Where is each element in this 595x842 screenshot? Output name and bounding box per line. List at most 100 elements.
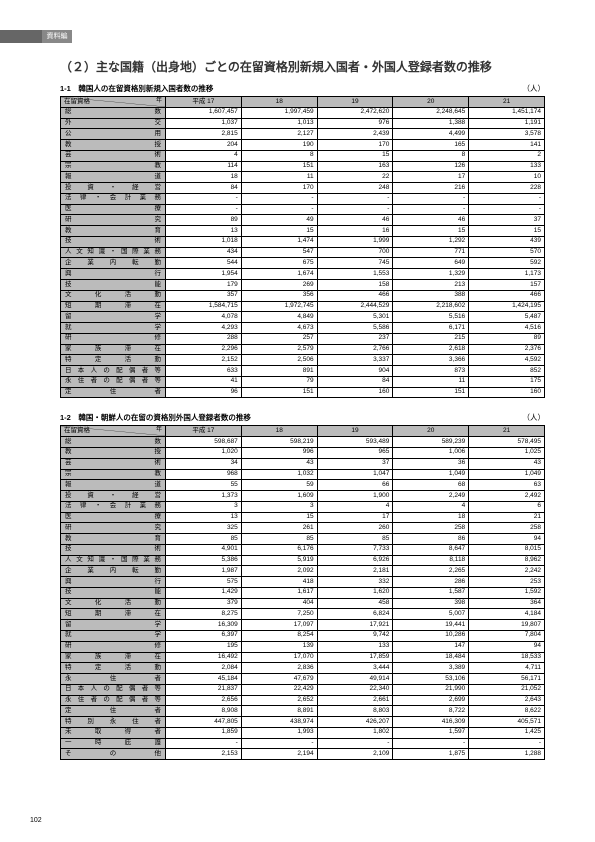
cell: 86 — [393, 534, 469, 545]
cell: 575 — [166, 577, 242, 588]
cell: 1,674 — [241, 269, 317, 280]
cell: 2,194 — [241, 749, 317, 760]
table-row: 家族滞在16,49217,07017,85918,48418,533 — [61, 652, 545, 663]
cell: 544 — [166, 258, 242, 269]
cell: 228 — [469, 183, 545, 194]
cell: 175 — [469, 376, 545, 387]
row-label: 日本人の配偶者等 — [61, 684, 166, 695]
cell: 1,049 — [469, 469, 545, 480]
cell: 2,153 — [166, 749, 242, 760]
col-header: 20 — [393, 97, 469, 108]
section-heading: （２）主な国籍（出身地）ごとの在留資格別新規入国者・外国人登録者数の推移 — [60, 58, 545, 75]
cell: 2,127 — [241, 129, 317, 140]
row-label: 外交 — [61, 118, 166, 129]
cell: 996 — [241, 447, 317, 458]
row-label: 就学 — [61, 323, 166, 334]
row-label: 教育 — [61, 226, 166, 237]
cell: - — [166, 738, 242, 749]
cell: 1,032 — [241, 469, 317, 480]
cell: 85 — [241, 534, 317, 545]
cell: 5,386 — [166, 555, 242, 566]
table1-heading: 1-1 韓国人の在留資格別新規入国者数の推移 （人） — [60, 83, 545, 94]
table-row: 研究325261260258258 — [61, 523, 545, 534]
table-row: 芸術3443373643 — [61, 458, 545, 469]
table1-title: 1-1 韓国人の在留資格別新規入国者数の推移 — [60, 84, 213, 93]
cell: - — [393, 738, 469, 749]
row-label: 特定活動 — [61, 355, 166, 366]
cell: 19,441 — [393, 620, 469, 631]
cell: 4,499 — [393, 129, 469, 140]
cell: - — [317, 193, 393, 204]
cell: 1,049 — [393, 469, 469, 480]
table-row: 投資・経営84170248216228 — [61, 183, 545, 194]
cell: 4,078 — [166, 312, 242, 323]
table-row: 教育8585858694 — [61, 534, 545, 545]
cell: 466 — [469, 290, 545, 301]
cell: 4,516 — [469, 323, 545, 334]
cell: 85 — [317, 534, 393, 545]
cell: 133 — [469, 161, 545, 172]
cell: 8,647 — [393, 544, 469, 555]
cell: 7,250 — [241, 609, 317, 620]
cell: 4,592 — [469, 355, 545, 366]
cell: 2,265 — [393, 566, 469, 577]
cell: 1,587 — [393, 587, 469, 598]
row-label: 定住者 — [61, 706, 166, 717]
cell: 84 — [317, 376, 393, 387]
table-row: 特別永住者447,805438,974426,207416,309405,571 — [61, 717, 545, 728]
table-row: 永住者の配偶者等41798411175 — [61, 376, 545, 387]
cell: 6,171 — [393, 323, 469, 334]
cell: 598,687 — [166, 437, 242, 448]
table-row: 就学4,2934,6735,5866,1714,516 — [61, 323, 545, 334]
table-row: 短期滞在8,2757,2506,8245,0074,184 — [61, 609, 545, 620]
table-row: 永住者45,18447,67949,91453,10656,171 — [61, 674, 545, 685]
cell: 593,489 — [317, 437, 393, 448]
cell: 261 — [241, 523, 317, 534]
cell: 404 — [241, 598, 317, 609]
cell: 332 — [317, 577, 393, 588]
table-row: 研究8949464637 — [61, 215, 545, 226]
cell: 1,451,174 — [469, 107, 545, 118]
cell: 163 — [317, 161, 393, 172]
table-row: 研修19513913314794 — [61, 641, 545, 652]
cell: 49,914 — [317, 674, 393, 685]
row-label: 日本人の配偶者等 — [61, 366, 166, 377]
cell: 85 — [166, 534, 242, 545]
cell: 21,990 — [393, 684, 469, 695]
cell: 2,249 — [393, 491, 469, 502]
row-label: 特別永住者 — [61, 717, 166, 728]
cell: 1,875 — [393, 749, 469, 760]
cell: 21,052 — [469, 684, 545, 695]
cell: 151 — [393, 387, 469, 398]
cell: 2,766 — [317, 344, 393, 355]
cell: 2,439 — [317, 129, 393, 140]
cell: 141 — [469, 140, 545, 151]
cell: 17,921 — [317, 620, 393, 631]
cell: 11 — [241, 172, 317, 183]
cell: - — [393, 204, 469, 215]
cell: 41 — [166, 376, 242, 387]
cell: 891 — [241, 366, 317, 377]
cell: - — [393, 193, 469, 204]
cell: 46 — [317, 215, 393, 226]
cell: 1,425 — [469, 727, 545, 738]
row-label: 法律・会計業務 — [61, 501, 166, 512]
cell: 288 — [166, 333, 242, 344]
cell: 426,207 — [317, 717, 393, 728]
cell: 34 — [166, 458, 242, 469]
row-label: 永住者 — [61, 674, 166, 685]
cell: 1,191 — [469, 118, 545, 129]
cell: 589,239 — [393, 437, 469, 448]
table-row: 外交1,0371,0139761,3881,191 — [61, 118, 545, 129]
cell: 745 — [317, 258, 393, 269]
cell: 6,397 — [166, 630, 242, 641]
cell: 17,097 — [241, 620, 317, 631]
cell: 3,337 — [317, 355, 393, 366]
cell: 13 — [166, 226, 242, 237]
cell: 8,803 — [317, 706, 393, 717]
table-row: 宗教114151163126133 — [61, 161, 545, 172]
table-row: 教授204190170165141 — [61, 140, 545, 151]
cell: 126 — [393, 161, 469, 172]
cell: 43 — [241, 458, 317, 469]
cell: 1,993 — [241, 727, 317, 738]
